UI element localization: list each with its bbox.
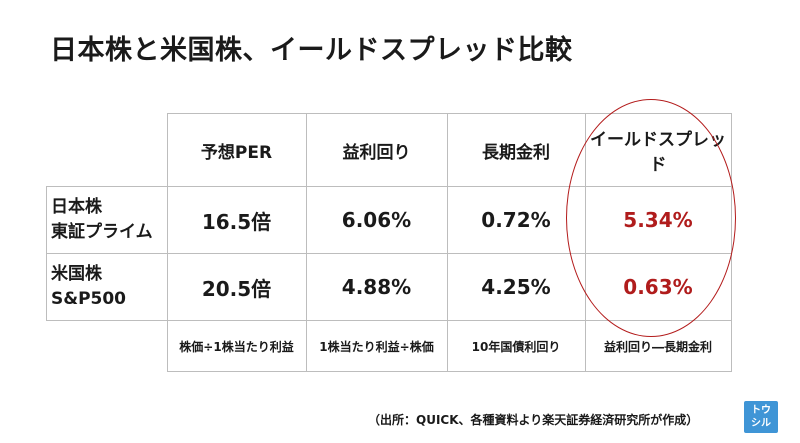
cell-earnings-yield: 6.06% — [305, 186, 448, 254]
row-label-line1: 日本株 — [51, 197, 102, 217]
formula-long-rate: 10年国債利回り — [446, 320, 586, 372]
cell-per: 20.5倍 — [166, 253, 307, 321]
logo-line1: トウ — [751, 405, 771, 416]
header-earnings-yield: 益利回り — [305, 113, 448, 187]
corner-cell — [46, 113, 168, 187]
comparison-table: 予想PER 益利回り 長期金利 イールドスプレッド 日本株 東証プライム 16.… — [46, 113, 732, 372]
cell-earnings-yield: 4.88% — [305, 253, 448, 321]
formula-row: 株価÷1株当たり利益 1株当たり利益÷株価 10年国債利回り 益利回り―長期金利 — [46, 320, 732, 372]
header-per: 予想PER — [166, 113, 307, 187]
formula-earnings-yield: 1株当たり利益÷株価 — [305, 320, 448, 372]
cell-yield-spread: 5.34% — [584, 186, 732, 254]
formula-yield-spread: 益利回り―長期金利 — [584, 320, 732, 372]
formula-corner-cell — [46, 320, 168, 372]
row-label-japan: 日本株 東証プライム — [46, 186, 168, 254]
logo-line2: シル — [751, 418, 771, 429]
row-label-us: 米国株 S&P500 — [46, 253, 168, 321]
cell-long-rate: 4.25% — [446, 253, 586, 321]
page-title: 日本株と米国株、イールドスプレッド比較 — [50, 35, 573, 66]
cell-per: 16.5倍 — [166, 186, 307, 254]
brand-logo: トウ シル — [744, 401, 778, 433]
row-label-line2: 東証プライム — [51, 222, 153, 242]
row-label-line2: S&P500 — [51, 289, 127, 309]
table-row: 日本株 東証プライム 16.5倍 6.06% 0.72% 5.34% — [46, 186, 732, 254]
header-yield-spread: イールドスプレッド — [584, 113, 732, 187]
cell-yield-spread: 0.63% — [584, 253, 732, 321]
header-long-rate: 長期金利 — [446, 113, 586, 187]
row-label-line1: 米国株 — [51, 264, 102, 284]
cell-long-rate: 0.72% — [446, 186, 586, 254]
source-note: （出所：QUICK、各種資料より楽天証券経済研究所が作成） — [368, 413, 699, 427]
table-row: 米国株 S&P500 20.5倍 4.88% 4.25% 0.63% — [46, 253, 732, 321]
header-row: 予想PER 益利回り 長期金利 イールドスプレッド — [46, 113, 732, 187]
formula-per: 株価÷1株当たり利益 — [166, 320, 307, 372]
